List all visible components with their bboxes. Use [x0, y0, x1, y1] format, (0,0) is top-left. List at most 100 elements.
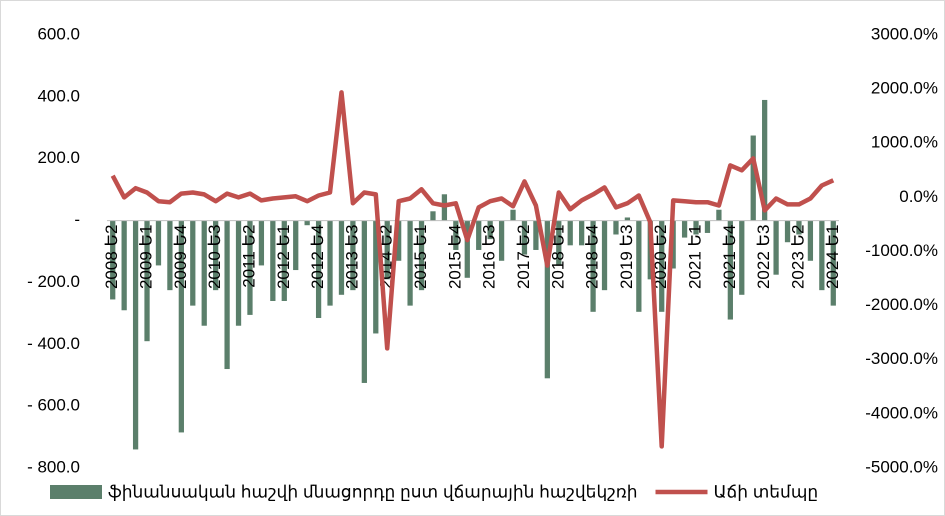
bar: [281, 220, 287, 301]
bar: [384, 220, 390, 280]
bar: [201, 220, 207, 326]
legend-label: Աճի տեմպը: [714, 482, 819, 501]
bar: [270, 220, 276, 301]
bar: [110, 220, 116, 300]
bar: [556, 220, 562, 266]
bar: [247, 220, 253, 315]
x-tick-label: 2020 Ե2: [651, 225, 670, 289]
bar: [235, 220, 242, 326]
bar: [636, 220, 642, 312]
x-tick-label: 2015 Ե1: [411, 225, 430, 289]
y2-tick-label: -2000.0%: [865, 295, 938, 314]
bar: [315, 220, 322, 318]
x-tick-label: 2018 Ե4: [583, 225, 602, 289]
bar: [819, 220, 825, 291]
bar: [773, 220, 779, 275]
bar: [418, 220, 425, 291]
bar: [544, 220, 550, 379]
x-tick-label: 2021 Ե1: [686, 225, 705, 289]
bar: [476, 220, 482, 250]
x-tick-label: 2023 Ե2: [788, 225, 807, 289]
bar: [167, 220, 173, 291]
x-tick-label: 2015 Ե4: [445, 225, 464, 289]
bar: [178, 220, 184, 433]
bar: [624, 217, 631, 221]
bar: [453, 220, 459, 250]
bar: [213, 220, 219, 291]
y-tick-label: -: [74, 210, 80, 229]
x-tick-label: 2011 Ե2: [239, 225, 258, 288]
bar: [190, 220, 196, 306]
bar: [144, 220, 150, 342]
bar: [396, 220, 402, 261]
bar: [338, 220, 345, 295]
bar: [590, 220, 596, 312]
bar: [407, 220, 413, 306]
line: [110, 90, 835, 449]
bar: [762, 99, 768, 221]
bar: [613, 220, 619, 235]
x-tick-label: 2012 Ե1: [274, 225, 293, 289]
x-tick-label: 2022 Ե3: [754, 225, 773, 289]
y2-tick-label: 2000.0%: [871, 79, 938, 98]
bar: [716, 209, 722, 221]
y-tick-label: 200.0: [37, 148, 80, 167]
y2-tick-label: -4000.0%: [865, 403, 938, 422]
bar: [373, 220, 379, 334]
bar: [304, 220, 310, 226]
x-tick-label: 2010 Ե3: [205, 225, 224, 289]
y2-tick-label: -1000.0%: [865, 241, 938, 260]
y2-tick-label: 1000.0%: [871, 133, 938, 152]
y-tick-label: - 200.0: [27, 272, 80, 291]
bar: [293, 220, 299, 271]
y-tick-label: - 600.0: [27, 396, 80, 415]
x-tick-label: 2019 Ե3: [617, 225, 636, 289]
x-tick-label: 2013 Ե3: [342, 225, 361, 289]
x-tick-label: 2008 Ե2: [102, 225, 121, 289]
y-tick-label: 400.0: [37, 86, 80, 105]
bar: [464, 220, 470, 278]
legend-swatch: [50, 485, 102, 499]
bar: [796, 220, 802, 235]
y2-tick-label: 0.0%: [899, 187, 938, 206]
bar: [807, 220, 814, 261]
y2-tick-label: -3000.0%: [865, 349, 938, 368]
legend-label: ֆինանսական հաշվի մնացորդը ըստ վճարային հ…: [108, 482, 638, 501]
x-tick-label: 2024 Ե1: [823, 225, 842, 289]
bar: [361, 220, 367, 383]
bar: [327, 220, 333, 306]
bar: [693, 220, 699, 235]
bar: [533, 220, 539, 250]
bar: [510, 209, 516, 221]
bar: [155, 220, 162, 266]
x-tick-label: 2009 Ե4: [171, 225, 190, 289]
bar: [704, 220, 711, 233]
bar: [521, 220, 528, 255]
x-tick-label: 2009 Ե1: [137, 225, 156, 289]
bar: [739, 220, 745, 295]
x-tick-label: 2012 Ե4: [308, 225, 327, 289]
bar: [750, 135, 756, 221]
bar: [430, 211, 436, 221]
bar: [121, 220, 127, 311]
bar: [727, 220, 733, 320]
y-tick-label: - 400.0: [27, 334, 80, 353]
bar: [350, 220, 356, 291]
bar: [132, 220, 139, 450]
bar: [224, 220, 230, 370]
bar: [258, 220, 265, 266]
y-tick-label: 600.0: [37, 24, 80, 43]
bar: [567, 220, 573, 246]
bar: [487, 220, 493, 240]
x-tick-label: 2021 Ե4: [720, 225, 739, 289]
bar: [659, 220, 665, 312]
y2-tick-label: -5000.0%: [865, 457, 938, 476]
y-tick-label: - 800.0: [27, 457, 80, 476]
y2-tick-label: 3000.0%: [871, 24, 938, 43]
bar: [579, 220, 585, 246]
x-tick-label: 2016 Ե3: [480, 225, 499, 289]
bar: [830, 220, 836, 306]
bar: [601, 220, 608, 291]
bar: [498, 220, 505, 261]
